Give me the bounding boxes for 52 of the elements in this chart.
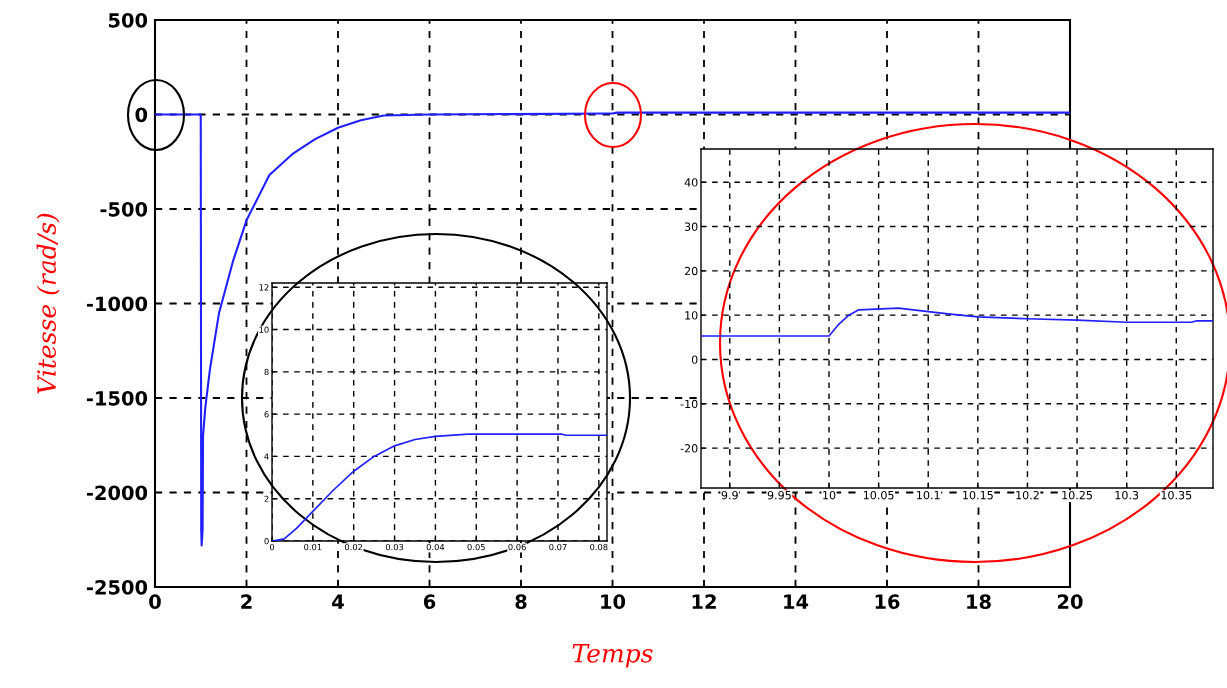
- x-tick-label: 18: [967, 594, 991, 609]
- y-tick-label: 8: [264, 368, 269, 376]
- x-tick-label: 0.08: [590, 543, 608, 551]
- y-tick-label: 0: [691, 355, 698, 364]
- y-tick-label: 6: [264, 411, 269, 418]
- x-tick-label: 0: [149, 594, 161, 609]
- x-tick-label: 0.04: [426, 543, 445, 551]
- x-tick-label: 10.2: [1016, 490, 1039, 500]
- y-tick-label: -2500: [86, 579, 148, 595]
- y-tick-label: -1500: [86, 390, 148, 406]
- y-tick-label: 500: [108, 12, 148, 28]
- x-tick-label: 4: [332, 594, 344, 609]
- y-tick-label: 20: [684, 266, 698, 276]
- x-tick-label: 10.35: [1161, 490, 1192, 500]
- line-series: [701, 307, 1213, 337]
- x-tick-label: 0.07: [549, 543, 567, 551]
- x-tick-label: 10.3: [1115, 490, 1139, 500]
- x-tick-label: 16: [875, 594, 900, 609]
- x-tick-label: 0.05: [467, 543, 485, 551]
- y-tick-label: 0: [264, 537, 269, 545]
- y-tick-label: 30: [684, 222, 698, 231]
- x-tick-label: 9.9: [721, 490, 738, 500]
- x-tick-label: 0: [269, 543, 275, 551]
- x-tick-label: 0.02: [344, 543, 363, 551]
- y-tick-label: 12: [259, 284, 269, 291]
- x-axis-title: Temps: [572, 644, 653, 668]
- x-tick-label: 0.03: [385, 543, 404, 551]
- x-tick-label: 10.25: [1062, 490, 1092, 500]
- y-tick-label: 0: [135, 107, 148, 123]
- x-tick-label: 9.95: [767, 490, 791, 500]
- x-tick-label: 10: [823, 490, 836, 500]
- y-tick-label: 40: [684, 178, 698, 187]
- x-tick-label: 10.1: [917, 490, 940, 500]
- x-tick-label: 14: [784, 594, 809, 609]
- x-tick-label: 8: [515, 594, 527, 609]
- x-tick-label: 10.05: [863, 490, 894, 500]
- y-axis-title: Vitesse (rad/s): [36, 213, 60, 394]
- y-tick-label: -1000: [86, 296, 148, 312]
- x-tick-label: 2: [241, 594, 252, 609]
- y-tick-label: 10: [259, 326, 269, 333]
- x-tick-label: 0.01: [304, 543, 322, 551]
- x-tick-label: 20: [1058, 594, 1083, 609]
- x-tick-label: 10: [601, 594, 626, 609]
- x-tick-label: 6: [423, 594, 436, 609]
- y-tick-label: -20: [680, 444, 698, 453]
- y-tick-label: 10: [685, 311, 698, 320]
- y-tick-label: -2000: [86, 485, 148, 501]
- y-tick-label: -500: [100, 201, 148, 217]
- y-tick-label: -10: [680, 399, 698, 409]
- x-tick-label: 0.06: [508, 543, 526, 551]
- y-tick-label: 4: [264, 453, 269, 460]
- x-tick-label: 10.15: [963, 490, 993, 500]
